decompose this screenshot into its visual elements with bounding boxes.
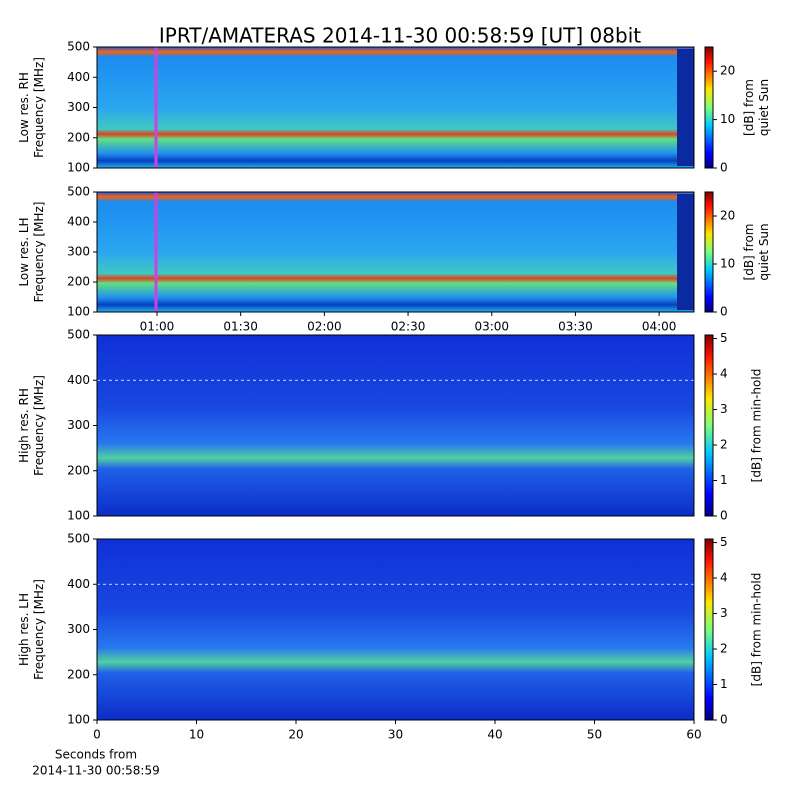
colorbar-label: [dB] from min-hold (750, 369, 764, 483)
colorbar-tick-label: 1 (720, 473, 728, 487)
x-axis-label: 2014-11-30 00:58:59 (32, 764, 159, 778)
y-tick-label: 200 (67, 463, 90, 477)
colorbar-tick-label: 0 (720, 161, 728, 175)
colorbar-tick-label: 20 (720, 209, 735, 223)
y-tick-label: 400 (67, 70, 90, 84)
colorbar-tick-label: 5 (720, 535, 728, 549)
x-tick-label: 03:30 (558, 320, 593, 334)
x-tick-label: 01:30 (223, 320, 258, 334)
y-tick-label: 200 (67, 667, 90, 681)
colorbar-tick-label: 4 (720, 571, 728, 585)
colorbar-tick-label: 5 (720, 331, 728, 345)
y-tick-label: 300 (67, 418, 90, 432)
colorbar-tick-label: 3 (720, 402, 728, 416)
y-axis-label: High res. RH (17, 388, 31, 463)
colorbar-tick-label: 0 (720, 305, 728, 319)
y-axis-label: High res. LH (17, 593, 31, 666)
x-tick-label: 20 (288, 728, 303, 742)
colorbar-tick-label: 4 (720, 367, 728, 381)
y-tick-label: 400 (67, 373, 90, 387)
y-axis-label: Frequency [MHz] (32, 57, 46, 158)
spectrogram (97, 539, 694, 720)
colorbar-tick-label: 0 (720, 713, 728, 727)
colorbar-label: [dB] from (742, 224, 756, 281)
y-tick-label: 500 (67, 185, 90, 199)
spectrogram (97, 192, 694, 312)
chart-title: IPRT/AMATERAS 2014-11-30 00:58:59 [UT] 0… (159, 24, 641, 48)
colorbar-tick-label: 1 (720, 677, 728, 691)
x-tick-label: 50 (587, 728, 602, 742)
x-tick-label: 0 (93, 728, 101, 742)
x-tick-label: 02:30 (391, 320, 426, 334)
colorbar-label: [dB] from min-hold (750, 573, 764, 687)
y-axis-label: Low res. RH (17, 72, 31, 143)
x-axis-label: Seconds from (55, 748, 137, 762)
colorbar-tick-label: 2 (720, 438, 728, 452)
x-tick-label: 30 (388, 728, 403, 742)
colorbar-label: [dB] from (742, 79, 756, 136)
y-axis-label: Frequency [MHz] (32, 202, 46, 303)
y-axis-label: Frequency [MHz] (32, 579, 46, 680)
x-tick-label: 04:00 (642, 320, 677, 334)
colorbar-label: quiet Sun (757, 79, 771, 136)
colorbar-label: quiet Sun (757, 223, 771, 280)
colorbar-tick-label: 0 (720, 509, 728, 523)
y-tick-label: 300 (67, 100, 90, 114)
y-tick-label: 100 (67, 305, 90, 319)
x-tick-label: 01:00 (140, 320, 175, 334)
colorbar (704, 46, 714, 169)
colorbar-tick-label: 2 (720, 642, 728, 656)
x-tick-label: 02:00 (307, 320, 342, 334)
colorbar (704, 538, 714, 721)
spectrogram (97, 47, 694, 168)
spectrogram (97, 335, 694, 516)
x-tick-label: 10 (189, 728, 204, 742)
colorbar-tick-label: 3 (720, 606, 728, 620)
y-tick-label: 100 (67, 713, 90, 727)
y-tick-label: 400 (67, 577, 90, 591)
x-tick-label: 03:00 (474, 320, 509, 334)
band-edge (677, 194, 694, 310)
y-tick-label: 100 (67, 161, 90, 175)
colorbar (704, 334, 714, 517)
band-edge (677, 49, 694, 166)
y-tick-label: 400 (67, 215, 90, 229)
colorbar-tick-label: 10 (720, 257, 735, 271)
y-tick-label: 500 (67, 40, 90, 54)
y-tick-label: 500 (67, 532, 90, 546)
y-tick-label: 500 (67, 328, 90, 342)
colorbar (704, 191, 714, 313)
x-tick-label: 60 (686, 728, 701, 742)
y-tick-label: 300 (67, 245, 90, 259)
colorbar-tick-label: 10 (720, 112, 735, 126)
y-tick-label: 200 (67, 275, 90, 289)
y-tick-label: 100 (67, 509, 90, 523)
y-axis-label: Low res. LH (17, 217, 31, 286)
colorbar-tick-label: 20 (720, 64, 735, 78)
x-tick-label: 40 (487, 728, 502, 742)
y-tick-label: 200 (67, 130, 90, 144)
y-tick-label: 300 (67, 622, 90, 636)
y-axis-label: Frequency [MHz] (32, 375, 46, 476)
